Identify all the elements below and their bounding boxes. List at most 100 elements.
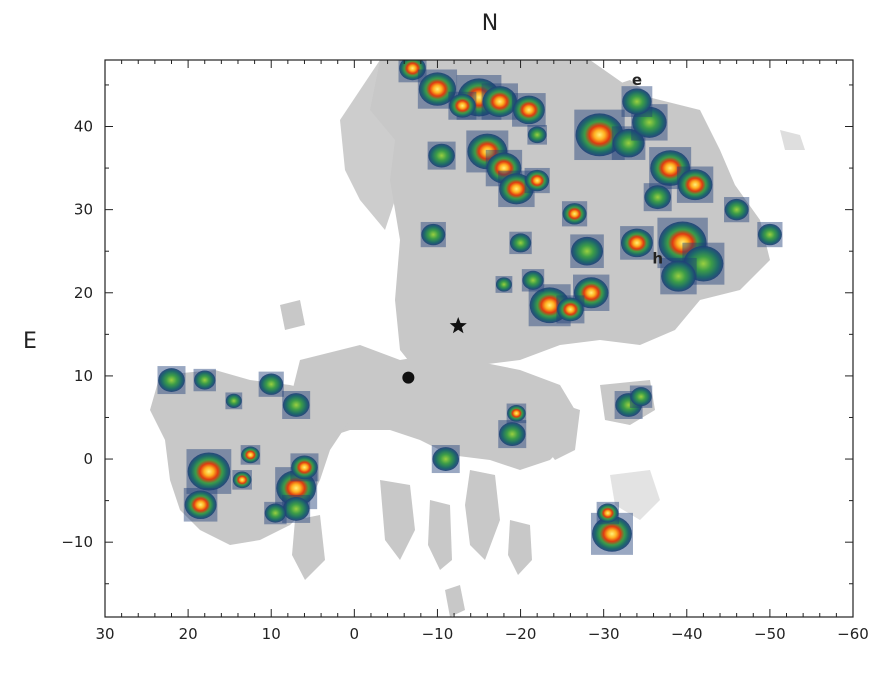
- clump-core: [724, 198, 749, 221]
- annotation-label: e: [632, 71, 642, 89]
- emission-clump: [521, 269, 545, 292]
- clump-core: [573, 277, 609, 309]
- clump-core: [432, 447, 460, 471]
- emission-clump: [596, 501, 620, 525]
- clump-core: [622, 88, 652, 115]
- emission-clump: [527, 125, 547, 145]
- star-marker: [449, 317, 467, 334]
- x-tick-label: 20: [179, 625, 198, 643]
- clump-core: [644, 185, 671, 210]
- clump-core: [575, 113, 624, 157]
- clump-core: [597, 503, 619, 523]
- emission-clump: [620, 226, 654, 260]
- emission-clump: [506, 403, 527, 424]
- emission-clumps: [157, 60, 783, 555]
- y-tick-label: 40: [74, 118, 93, 136]
- plot-area: [150, 60, 805, 617]
- clump-core: [421, 223, 446, 246]
- emission-clump: [420, 221, 446, 248]
- y-tick-label: 30: [74, 201, 93, 219]
- clump-core: [264, 503, 287, 523]
- emission-clump: [398, 60, 427, 83]
- emission-clump: [498, 420, 527, 449]
- clump-core: [232, 471, 252, 489]
- emission-clump: [431, 445, 460, 474]
- x-tick-label: −40: [671, 625, 703, 643]
- chart-title: N: [482, 11, 498, 36]
- clump-core: [620, 228, 653, 258]
- x-tick-label: 10: [262, 625, 281, 643]
- emission-clump: [193, 368, 216, 392]
- axis-ticks: 30 20 10 0 −10 −20 −30 −40 −50 −60 −10 0 10 20 30 40: [61, 60, 869, 643]
- emission-clump: [556, 295, 585, 324]
- y-tick-label: 0: [83, 450, 93, 468]
- clump-core: [259, 373, 284, 395]
- clump-core: [187, 452, 231, 491]
- emission-clump: [631, 104, 668, 141]
- emission-clump: [481, 83, 518, 120]
- emission-clump: [186, 449, 232, 494]
- x-tick-label: 30: [95, 625, 114, 643]
- y-axis-title: E: [23, 329, 37, 354]
- clump-core: [282, 393, 310, 417]
- clump-core: [612, 128, 645, 158]
- emission-clump: [621, 86, 653, 117]
- clump-core: [512, 95, 545, 125]
- y-tick-label: −10: [61, 533, 93, 551]
- clump-core: [632, 106, 667, 138]
- clump-core: [522, 270, 544, 290]
- clump-core: [184, 490, 217, 520]
- emission-clump: [417, 69, 458, 109]
- emission-clump: [495, 276, 513, 293]
- clump-core: [225, 393, 242, 408]
- emission-clump: [676, 166, 714, 203]
- emission-clump: [524, 167, 550, 194]
- clump-core: [557, 297, 584, 322]
- markers-layer: [402, 317, 467, 384]
- emission-clump: [282, 391, 311, 420]
- emission-clump: [183, 487, 218, 522]
- clump-core: [571, 236, 604, 266]
- emission-clump: [629, 385, 653, 408]
- clump-core: [677, 169, 713, 201]
- clump-core: [495, 277, 512, 292]
- emission-clump: [232, 470, 252, 490]
- clump-core: [399, 60, 426, 81]
- x-tick-label: −10: [422, 625, 454, 643]
- x-tick-label: 0: [350, 625, 360, 643]
- emission-clump: [509, 231, 532, 255]
- clump-core: [449, 93, 476, 118]
- emission-clump: [264, 501, 287, 525]
- clump-core: [507, 404, 526, 422]
- clump-core: [276, 470, 317, 506]
- clump-core: [482, 86, 518, 118]
- clump-core: [661, 260, 696, 292]
- x-tick-label: −60: [837, 625, 869, 643]
- clump-core: [282, 497, 310, 521]
- clump-core: [194, 370, 216, 390]
- x-tick-label: −50: [754, 625, 786, 643]
- emission-clump: [757, 221, 783, 248]
- clump-core: [291, 455, 318, 480]
- clump-core: [527, 126, 547, 144]
- emission-clump: [724, 197, 750, 223]
- clump-core: [630, 387, 652, 407]
- emission-clump: [225, 392, 243, 410]
- emission-clump: [427, 141, 456, 170]
- plot-frame: [104, 59, 854, 618]
- emission-clump: [570, 234, 604, 269]
- emission-clump: [643, 183, 672, 212]
- clump-core: [241, 446, 260, 464]
- emission-clump: [561, 201, 588, 227]
- emission-clump: [282, 494, 311, 523]
- clump-core: [418, 72, 457, 106]
- clump-core: [592, 516, 632, 552]
- emission-clump: [240, 445, 261, 465]
- annotations-layer: eh: [632, 71, 663, 268]
- emission-clump: [448, 91, 477, 120]
- emission-clump: [157, 366, 186, 395]
- clump-core: [158, 368, 185, 392]
- circle-marker: [402, 371, 415, 384]
- y-tick-label: 10: [74, 367, 93, 385]
